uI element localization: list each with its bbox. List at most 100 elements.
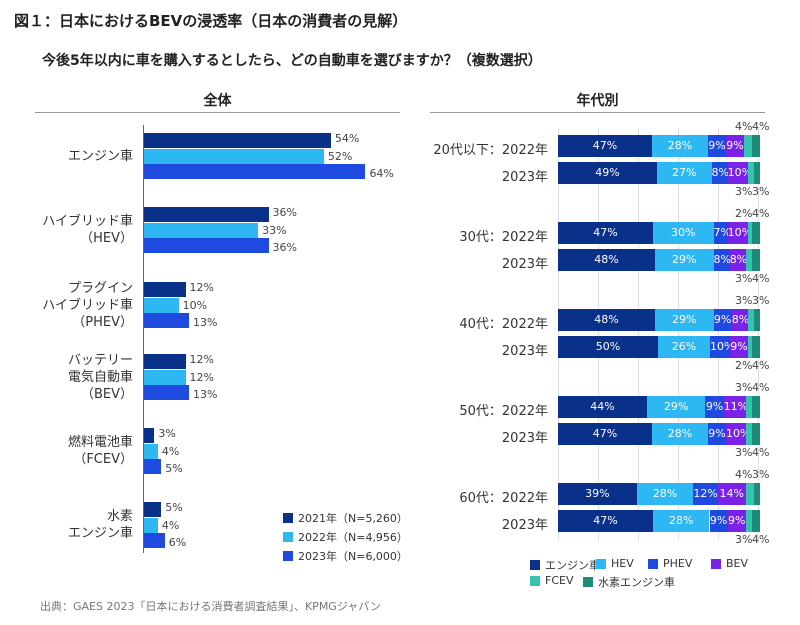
category-label-line: （BEV） (80, 386, 133, 402)
legend-item: HEV (596, 557, 634, 570)
bar (144, 164, 366, 179)
left-chart-title: 全体 (203, 93, 232, 109)
stacked-segment (751, 396, 760, 418)
segment-value-label: 28% (667, 139, 693, 152)
value-label: 6% (168, 536, 187, 549)
gridline (678, 128, 679, 540)
segment-value-label: 10% (727, 226, 753, 239)
category-label-line: エンジン車 (67, 526, 133, 542)
legend-swatch (530, 560, 540, 570)
segment-value-label: 47% (592, 139, 618, 152)
stacked-segment: 8% (729, 249, 747, 271)
segment-value-label: 10% (727, 166, 753, 179)
fcev-value-label: 3% (735, 446, 753, 459)
segment-value-label: 8% (711, 166, 729, 179)
value-label: 5% (165, 462, 183, 475)
segment-value-label: 48% (594, 253, 619, 266)
segment-value-label: 28% (667, 427, 693, 440)
bar (144, 517, 158, 533)
figure-title: 図１：日本におけるBEVの浸透率（日本の消費者の見解） (14, 12, 408, 30)
gridline (638, 128, 639, 540)
stacked-segment (745, 396, 752, 418)
stacked-segment (751, 249, 760, 271)
category-label: プラグイン ハイブリッド車 （PHEV） (13, 280, 133, 331)
segment-value-label: 9% (728, 514, 746, 527)
segment-value-label: 9% (730, 340, 748, 353)
stacked-segment: 48% (558, 249, 655, 271)
h2-value-label: 3% (752, 294, 770, 307)
segment-value-label: 9% (726, 139, 744, 152)
stacked-segment (747, 222, 752, 244)
stacked-segment (753, 309, 760, 331)
stacked-segment: 9% (709, 510, 728, 532)
h2-value-label: 3% (752, 185, 770, 198)
segment-value-label: 10% (710, 340, 735, 353)
stacked-segment: 12% (693, 483, 718, 505)
stacked-segment (752, 423, 760, 445)
segment-value-label: 9% (705, 400, 724, 413)
segment-value-label: 49% (595, 166, 620, 179)
segment-value-label: 8% (713, 253, 731, 266)
category-label-line: 水素 (106, 509, 133, 525)
left-title-rule (35, 112, 400, 113)
legend-swatch (530, 575, 540, 586)
stacked-segment: 8% (731, 309, 750, 331)
legend-label: FCEV (545, 574, 574, 587)
category-label: 燃料電池車 （FCEV） (13, 434, 133, 468)
segment-value-label: 14% (719, 487, 744, 500)
value-label: 64% (369, 167, 394, 180)
bar (144, 354, 186, 369)
stacked-segment (746, 423, 752, 445)
legend-label: 水素エンジン車 (598, 576, 675, 589)
stacked-segment (751, 222, 760, 244)
stacked-segment: 9% (708, 423, 726, 445)
legend-swatch (596, 558, 606, 569)
segment-value-label: 47% (593, 226, 618, 239)
legend-swatch (711, 558, 721, 569)
bar (144, 238, 269, 253)
fcev-value-label: 3% (735, 185, 753, 198)
category-label-line: （PHEV） (72, 314, 133, 330)
gridline (558, 128, 559, 540)
stacked-segment (745, 249, 752, 271)
fcev-value-label: 3% (735, 272, 753, 285)
category-label: ハイブリッド車 （HEV） (13, 213, 133, 247)
legend-item: 2022年（N=4,956） (283, 529, 408, 545)
value-label: 3% (158, 427, 176, 440)
bar (144, 385, 189, 400)
stacked-segment (753, 162, 760, 184)
stacked-segment: 28% (652, 423, 708, 445)
value-label: 52% (327, 149, 353, 163)
segment-value-label: 29% (663, 400, 689, 413)
segment-value-label: 39% (585, 487, 610, 500)
segment-value-label: 8% (731, 313, 750, 326)
stacked-segment: 10% (726, 423, 750, 445)
stacked-segment: 8% (713, 249, 731, 271)
h2-value-label: 4% (752, 120, 770, 133)
bar (144, 222, 259, 238)
stacked-segment: 11% (723, 396, 748, 418)
category-label: 水素 エンジン車 (13, 508, 133, 542)
legend-swatch (283, 551, 293, 561)
fcev-value-label: 3% (735, 381, 753, 394)
h2-value-label: 4% (752, 272, 770, 285)
stacked-segment: 47% (558, 423, 652, 445)
segment-value-label: 28% (668, 514, 694, 527)
legend-label: 2023年（N=6,000） (298, 550, 408, 563)
stacked-segment (747, 162, 754, 184)
h2-value-label: 4% (752, 533, 770, 546)
gridline (598, 128, 599, 540)
stacked-segment (747, 309, 754, 331)
stacked-segment: 47% (558, 222, 653, 244)
segment-value-label: 26% (671, 340, 697, 353)
stacked-segment: 9% (727, 510, 746, 532)
right-chart-title: 年代別 (576, 93, 619, 109)
value-label: 4% (161, 444, 180, 458)
stacked-segment: 47% (558, 510, 653, 532)
value-label: 12% (189, 370, 214, 384)
age-year-label: 50代：2022年 (459, 404, 548, 419)
bar (144, 428, 155, 443)
segment-value-label: 9% (713, 313, 732, 326)
gridline (758, 128, 759, 540)
